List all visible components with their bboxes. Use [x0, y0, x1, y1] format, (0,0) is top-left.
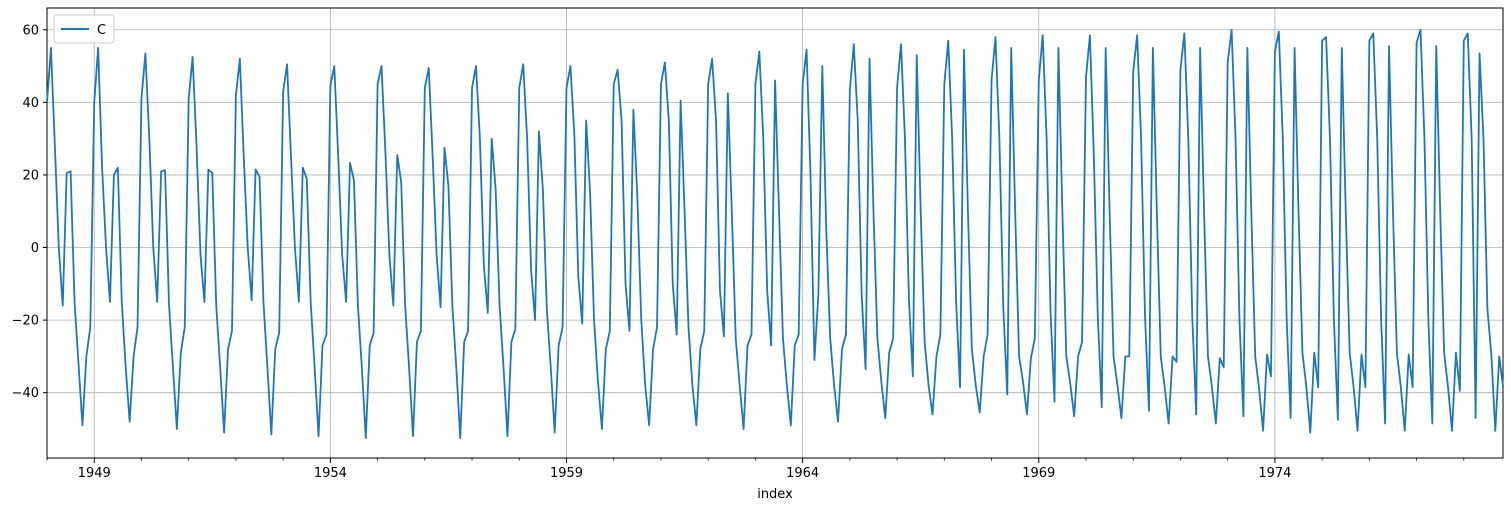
x-axis-title: index — [757, 487, 793, 502]
x-tick-label: 1954 — [314, 466, 347, 481]
axis-ticks: −40 −20 0 20 40 60 1949 1954 1959 1964 1969 1974 — [12, 23, 1465, 481]
plot-frame — [46, 7, 1504, 459]
x-tick-label: 1949 — [78, 466, 111, 481]
legend-label: C — [97, 23, 106, 38]
y-tick-label: 60 — [22, 23, 39, 38]
legend: C — [53, 14, 115, 44]
y-tick-label: 0 — [31, 241, 39, 256]
series-layer — [46, 28, 1505, 439]
x-tick-label: 1969 — [1022, 466, 1055, 481]
y-tick-label: 20 — [22, 168, 39, 183]
y-tick-label: 40 — [22, 96, 39, 111]
y-tick-label: −20 — [12, 314, 39, 329]
y-tick-label: −40 — [12, 386, 39, 401]
series-line-C — [46, 28, 1505, 439]
x-tick-label: 1959 — [550, 466, 583, 481]
x-tick-label: 1974 — [1258, 466, 1291, 481]
x-tick-label: 1964 — [786, 466, 819, 481]
